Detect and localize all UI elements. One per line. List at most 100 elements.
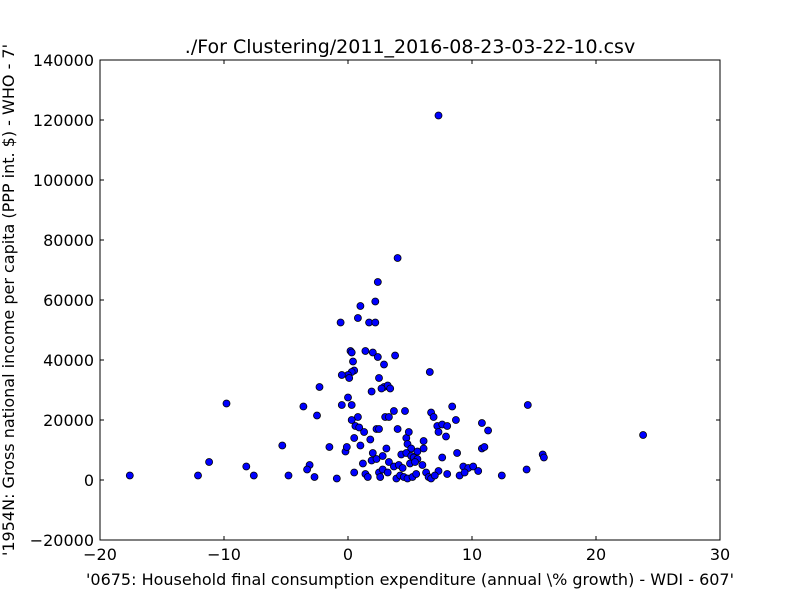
- data-point: [315, 383, 324, 391]
- data-point: [442, 432, 450, 441]
- data-point: [540, 453, 548, 462]
- y-tick-label: 40000: [43, 351, 94, 370]
- data-point: [350, 468, 359, 477]
- data-point: [419, 437, 428, 445]
- data-point: [469, 462, 478, 471]
- x-tick-label: 0: [343, 545, 353, 564]
- data-point: [205, 458, 214, 466]
- data-points: [125, 111, 647, 483]
- data-point: [398, 464, 407, 472]
- y-axis-ticks: −20000 0 20000 40000 60000 80000 100000 120000 1…: [30, 51, 720, 550]
- data-point: [401, 407, 409, 415]
- data-point: [353, 413, 362, 421]
- y-tick-label: 120000: [33, 111, 94, 130]
- y-tick-label: 0: [84, 471, 94, 490]
- data-point: [355, 423, 364, 432]
- data-point: [375, 425, 383, 433]
- data-point: [460, 468, 469, 477]
- data-point: [407, 444, 416, 453]
- data-point: [332, 474, 341, 483]
- x-tick-label: −20: [83, 545, 117, 564]
- data-point: [284, 471, 293, 480]
- data-point: [378, 452, 387, 460]
- data-point: [366, 435, 375, 444]
- data-point: [474, 467, 483, 475]
- data-point: [249, 471, 258, 480]
- data-point: [477, 419, 486, 427]
- data-point: [443, 422, 452, 430]
- data-point: [242, 462, 251, 471]
- x-axis-ticks: −20 −10 0 10 20 30: [83, 60, 730, 564]
- data-point: [411, 458, 419, 466]
- data-point: [347, 416, 356, 424]
- data-point: [356, 302, 365, 310]
- data-point: [347, 401, 356, 409]
- data-point: [336, 318, 345, 327]
- data-point: [125, 471, 134, 480]
- data-point: [360, 428, 369, 436]
- data-point: [363, 473, 372, 481]
- data-point: [349, 357, 357, 366]
- data-point: [372, 455, 381, 463]
- data-point: [523, 401, 532, 409]
- y-tick-label: 100000: [33, 171, 94, 190]
- data-point: [361, 347, 370, 355]
- data-point: [497, 471, 506, 480]
- data-point: [344, 393, 352, 402]
- data-point: [393, 425, 402, 433]
- x-tick-label: 10: [462, 545, 482, 564]
- data-point: [368, 449, 377, 457]
- data-point: [389, 407, 398, 415]
- data-point: [384, 458, 393, 466]
- x-axis-label: '0675: Household final consumption expen…: [86, 570, 734, 589]
- data-point: [337, 371, 346, 379]
- data-point: [345, 374, 354, 382]
- x-tick-label: −10: [207, 545, 241, 564]
- data-point: [313, 411, 321, 420]
- data-point: [413, 447, 422, 456]
- data-point: [438, 453, 447, 462]
- data-point: [382, 444, 391, 453]
- data-point: [337, 401, 346, 409]
- data-point: [222, 399, 231, 408]
- data-point: [376, 473, 385, 481]
- y-tick-label: 140000: [33, 51, 94, 70]
- data-point: [358, 459, 367, 468]
- y-tick-label: 20000: [43, 411, 94, 430]
- chart-title: ./For Clustering/2011_2016-08-23-03-22-1…: [185, 36, 635, 58]
- y-tick-label: 60000: [43, 291, 94, 310]
- data-point: [356, 441, 365, 450]
- data-point: [368, 348, 377, 357]
- data-point: [373, 278, 382, 286]
- data-point: [353, 314, 362, 322]
- data-point: [386, 384, 395, 393]
- data-point: [430, 471, 439, 480]
- data-point: [425, 368, 434, 376]
- data-point: [380, 360, 388, 369]
- data-point: [453, 449, 462, 457]
- data-point: [522, 465, 531, 474]
- data-point: [350, 434, 359, 442]
- y-tick-label: −20000: [30, 531, 94, 550]
- plot-frame: [99, 59, 721, 541]
- data-point: [448, 402, 457, 411]
- data-point: [639, 431, 647, 439]
- data-point: [325, 443, 334, 451]
- y-axis-label: '1954N: Gross national income per capita…: [0, 44, 18, 556]
- x-tick-label: 20: [586, 545, 606, 564]
- data-point: [393, 254, 402, 262]
- data-point: [404, 428, 413, 436]
- y-tick-label: 80000: [43, 231, 94, 250]
- data-point: [194, 471, 202, 480]
- data-point: [443, 470, 452, 478]
- data-point: [434, 111, 443, 120]
- data-point: [371, 318, 380, 327]
- data-point: [434, 428, 443, 436]
- data-point: [418, 461, 427, 469]
- data-point: [371, 297, 380, 306]
- data-point: [347, 348, 356, 357]
- data-point: [391, 351, 400, 360]
- data-point: [303, 465, 312, 474]
- data-point: [299, 402, 308, 411]
